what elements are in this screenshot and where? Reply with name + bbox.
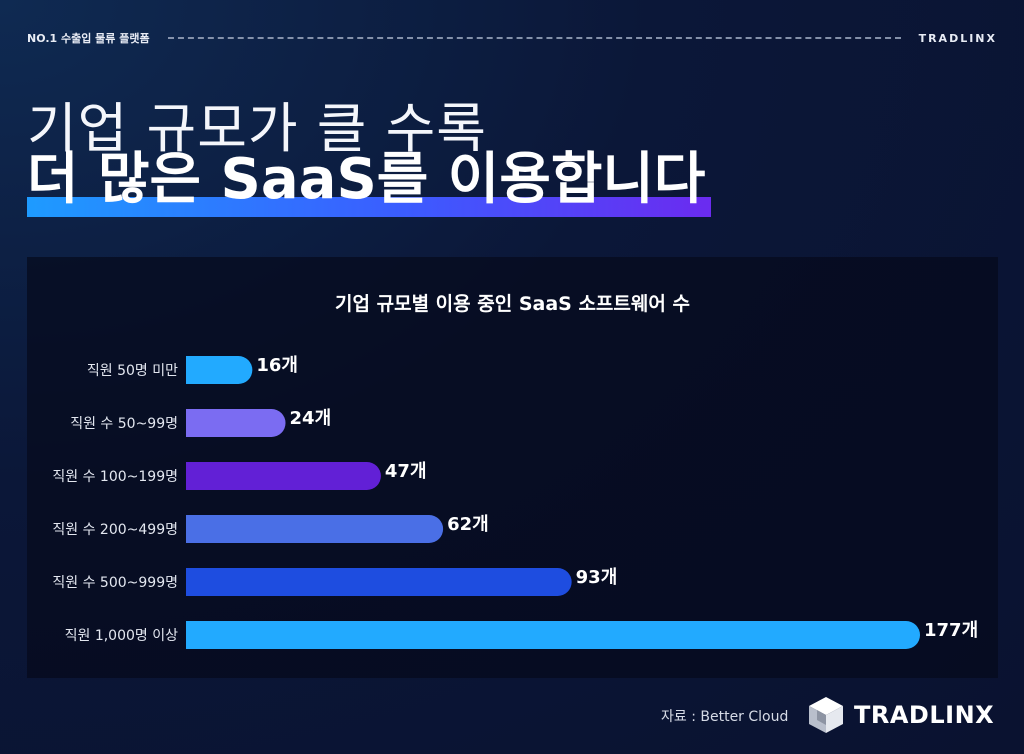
value-label: 62개 [447,514,489,535]
category-label: 직원 수 200~499명 [52,522,178,538]
cube-logo-icon [809,697,843,733]
bar-left-edge [186,515,200,543]
category-label: 직원 1,000명 이상 [65,628,178,644]
bar-left-edge [186,462,200,490]
value-label: 24개 [290,408,332,429]
category-label: 직원 50명 미만 [87,363,178,379]
bar-left-edge [186,409,200,437]
chart-panel: 기업 규모별 이용 중인 SaaS 소프트웨어 수 직원 50명 미만 16개 직원… [27,257,998,678]
bar [186,515,444,543]
logo-wordmark: TRADLINX [854,701,995,729]
headline-line-1: 기업 규모가 클 수록 [27,97,487,160]
chart-title: 기업 규모별 이용 중인 SaaS 소프트웨어 수 [335,293,690,315]
bar [186,621,920,649]
value-label: 16개 [256,355,298,376]
brand-label: TRADLINX [918,31,997,45]
bar [186,356,253,384]
headline-line-2-wrap: 더 많은 SaaS를 이용합니다 [27,147,711,218]
top-bar: NO.1 수출입 물류 플랫폼 TRADLINX [27,30,997,46]
source-note: 자료 : Better Cloud [661,709,789,725]
tagline: NO.1 수출입 물류 플랫폼 [27,32,150,45]
tradlinx-logo: TRADLINX [808,696,994,734]
value-label: 93개 [576,567,618,588]
bar [186,462,381,490]
headline-line-2: 더 많은 SaaS를 이용합니다 [27,147,706,212]
category-label: 직원 수 100~199명 [52,469,178,485]
bar [186,568,572,596]
value-label: 177개 [924,620,978,641]
dashed-divider [167,37,901,39]
value-label: 47개 [385,461,427,482]
category-label: 직원 수 50~99명 [70,416,178,432]
bar-left-edge [186,621,200,649]
bar-left-edge [186,568,200,596]
bar-left-edge [186,356,200,384]
bar [186,409,286,437]
category-label: 직원 수 500~999명 [52,575,178,591]
headline-highlight-bar [27,197,711,217]
